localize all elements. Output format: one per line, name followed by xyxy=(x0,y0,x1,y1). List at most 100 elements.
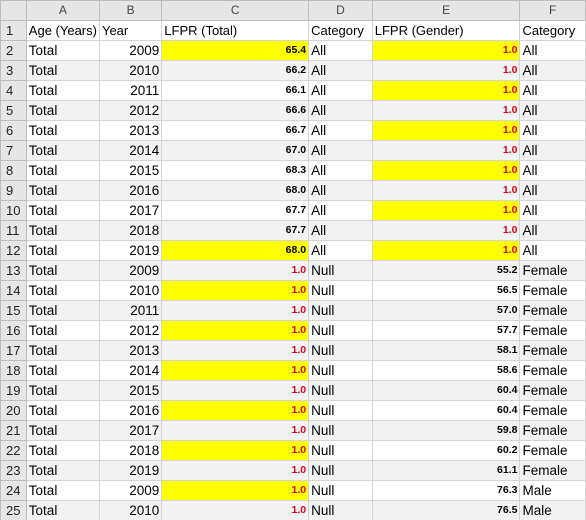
select-all-corner[interactable] xyxy=(0,0,27,21)
cell-year[interactable]: 2012 xyxy=(98,320,163,341)
cell-lfpr-gender[interactable]: 60.4 xyxy=(371,380,521,401)
cell-age[interactable]: Total xyxy=(25,220,100,241)
cell-year[interactable]: 2009 xyxy=(98,260,163,281)
cell-lfpr-gender[interactable]: 55.2 xyxy=(371,260,521,281)
cell-lfpr-total[interactable]: 1.0 xyxy=(161,480,310,501)
cell-year[interactable]: 2017 xyxy=(98,420,163,441)
row-header[interactable]: 1 xyxy=(0,20,27,41)
row-header[interactable]: 12 xyxy=(0,240,27,261)
cell-lfpr-total[interactable]: 68.0 xyxy=(161,240,310,261)
cell-year[interactable]: 2010 xyxy=(98,60,163,81)
cell-lfpr-total[interactable]: 1.0 xyxy=(161,400,310,421)
cell-lfpr-total[interactable]: 66.2 xyxy=(161,60,310,81)
cell-age[interactable]: Total xyxy=(25,180,100,201)
cell-lfpr-gender[interactable]: 57.0 xyxy=(371,300,521,321)
row-header[interactable]: 19 xyxy=(0,380,27,401)
cell-age[interactable]: Total xyxy=(25,480,100,501)
cell-category[interactable]: All xyxy=(308,60,373,81)
row-header[interactable]: 4 xyxy=(0,80,27,101)
cell-category[interactable]: All xyxy=(308,140,373,161)
cell-year[interactable]: 2019 xyxy=(98,240,163,261)
header-cell-year[interactable]: Year xyxy=(98,20,163,41)
cell-category[interactable]: Null xyxy=(308,400,373,421)
cell-lfpr-gender[interactable]: 61.1 xyxy=(371,460,521,481)
row-header[interactable]: 24 xyxy=(0,480,27,501)
cell-category-2[interactable]: All xyxy=(519,40,586,61)
cell-category[interactable]: Null xyxy=(308,260,373,281)
cell-lfpr-gender[interactable]: 76.3 xyxy=(371,480,521,501)
cell-category[interactable]: Null xyxy=(308,500,373,520)
row-header[interactable]: 23 xyxy=(0,460,27,481)
cell-age[interactable]: Total xyxy=(25,120,100,141)
cell-category-2[interactable]: All xyxy=(519,200,586,221)
cell-year[interactable]: 2009 xyxy=(98,480,163,501)
row-header[interactable]: 2 xyxy=(0,40,27,61)
cell-lfpr-total[interactable]: 1.0 xyxy=(161,440,310,461)
row-header[interactable]: 16 xyxy=(0,320,27,341)
cell-category[interactable]: Null xyxy=(308,280,373,301)
cell-year[interactable]: 2013 xyxy=(98,340,163,361)
cell-lfpr-total[interactable]: 65.4 xyxy=(161,40,310,61)
cell-category[interactable]: Null xyxy=(308,480,373,501)
column-header-f[interactable]: F xyxy=(519,0,586,21)
cell-lfpr-total[interactable]: 1.0 xyxy=(161,500,310,520)
cell-lfpr-total[interactable]: 1.0 xyxy=(161,300,310,321)
cell-lfpr-total[interactable]: 67.7 xyxy=(161,200,310,221)
row-header[interactable]: 10 xyxy=(0,200,27,221)
cell-category-2[interactable]: All xyxy=(519,80,586,101)
cell-category-2[interactable]: Female xyxy=(519,420,586,441)
cell-age[interactable]: Total xyxy=(25,300,100,321)
column-header-c[interactable]: C xyxy=(161,0,310,21)
header-cell-age[interactable]: Age (Years) xyxy=(25,20,100,41)
cell-category-2[interactable]: All xyxy=(519,240,586,261)
cell-lfpr-gender[interactable]: 1.0 xyxy=(371,100,521,121)
cell-year[interactable]: 2016 xyxy=(98,180,163,201)
cell-category[interactable]: All xyxy=(308,80,373,101)
cell-lfpr-gender[interactable]: 57.7 xyxy=(371,320,521,341)
cell-category[interactable]: All xyxy=(308,220,373,241)
cell-year[interactable]: 2017 xyxy=(98,200,163,221)
cell-lfpr-total[interactable]: 1.0 xyxy=(161,340,310,361)
cell-lfpr-total[interactable]: 66.1 xyxy=(161,80,310,101)
cell-category[interactable]: Null xyxy=(308,440,373,461)
cell-category-2[interactable]: All xyxy=(519,60,586,81)
cell-year[interactable]: 2012 xyxy=(98,100,163,121)
cell-category-2[interactable]: All xyxy=(519,120,586,141)
cell-age[interactable]: Total xyxy=(25,40,100,61)
cell-lfpr-gender[interactable]: 56.5 xyxy=(371,280,521,301)
cell-age[interactable]: Total xyxy=(25,460,100,481)
cell-lfpr-total[interactable]: 1.0 xyxy=(161,280,310,301)
cell-lfpr-total[interactable]: 67.7 xyxy=(161,220,310,241)
cell-lfpr-gender[interactable]: 76.5 xyxy=(371,500,521,520)
cell-category-2[interactable]: Female xyxy=(519,440,586,461)
header-cell-category[interactable]: Category xyxy=(308,20,373,41)
cell-category[interactable]: All xyxy=(308,160,373,181)
row-header[interactable]: 8 xyxy=(0,160,27,181)
header-cell-lfpr-gender[interactable]: LFPR (Gender) xyxy=(371,20,521,41)
cell-category-2[interactable]: Female xyxy=(519,260,586,281)
cell-lfpr-total[interactable]: 68.0 xyxy=(161,180,310,201)
cell-category-2[interactable]: All xyxy=(519,100,586,121)
row-header[interactable]: 6 xyxy=(0,120,27,141)
row-header[interactable]: 14 xyxy=(0,280,27,301)
cell-lfpr-total[interactable]: 1.0 xyxy=(161,320,310,341)
cell-lfpr-gender[interactable]: 1.0 xyxy=(371,180,521,201)
cell-lfpr-total[interactable]: 67.0 xyxy=(161,140,310,161)
cell-age[interactable]: Total xyxy=(25,320,100,341)
cell-lfpr-total[interactable]: 1.0 xyxy=(161,360,310,381)
cell-age[interactable]: Total xyxy=(25,80,100,101)
cell-category[interactable]: Null xyxy=(308,460,373,481)
cell-category-2[interactable]: Male xyxy=(519,500,586,520)
cell-year[interactable]: 2014 xyxy=(98,360,163,381)
cell-lfpr-gender[interactable]: 58.6 xyxy=(371,360,521,381)
cell-year[interactable]: 2014 xyxy=(98,140,163,161)
cell-year[interactable]: 2010 xyxy=(98,500,163,520)
cell-category[interactable]: All xyxy=(308,200,373,221)
cell-category-2[interactable]: Male xyxy=(519,480,586,501)
cell-lfpr-total[interactable]: 66.6 xyxy=(161,100,310,121)
cell-age[interactable]: Total xyxy=(25,440,100,461)
row-header[interactable]: 9 xyxy=(0,180,27,201)
cell-category-2[interactable]: All xyxy=(519,180,586,201)
cell-lfpr-gender[interactable]: 1.0 xyxy=(371,80,521,101)
cell-age[interactable]: Total xyxy=(25,380,100,401)
